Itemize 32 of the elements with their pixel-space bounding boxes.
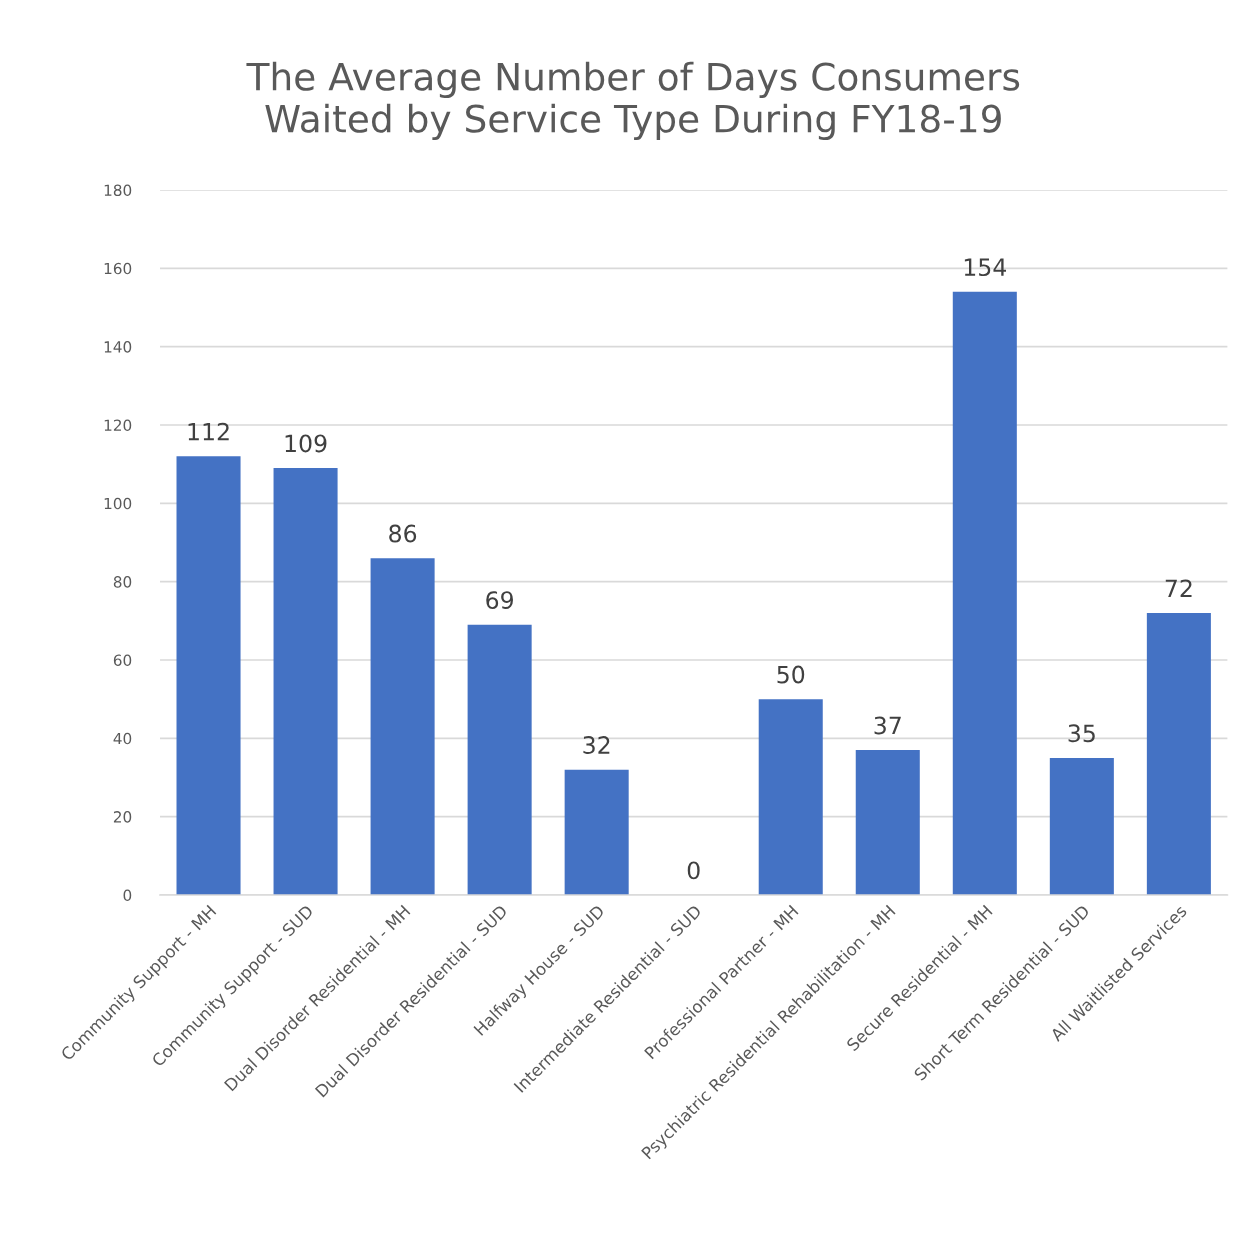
bar — [370, 558, 435, 895]
bar — [952, 291, 1017, 895]
bar — [467, 624, 532, 895]
data-label: 37 — [874, 716, 901, 735]
bar — [176, 456, 241, 895]
y-tick-label: 100 — [104, 497, 132, 510]
bar — [1146, 612, 1211, 895]
bar — [273, 468, 338, 895]
data-label: 69 — [486, 591, 513, 610]
y-tick-label: 40 — [113, 732, 132, 745]
data-label: 86 — [389, 524, 417, 543]
y-tick-label: 0 — [123, 889, 132, 902]
y-tick-label: 160 — [104, 262, 132, 275]
chart-title: The Average Number of Days Consumers Waited by Service Type During FY18-19 — [246, 61, 1020, 141]
data-label: 35 — [1068, 724, 1095, 743]
data-label: 109 — [285, 434, 327, 453]
y-tick-label: 120 — [104, 419, 132, 431]
data-label: 50 — [777, 665, 805, 684]
data-label: 0 — [687, 861, 700, 880]
y-tick-label: 140 — [104, 341, 132, 353]
data-label: 154 — [964, 258, 1007, 277]
bar — [855, 750, 920, 895]
bar — [564, 769, 629, 895]
data-label: 72 — [1165, 579, 1192, 597]
data-label: 32 — [583, 736, 610, 754]
bar — [758, 699, 823, 895]
y-tick-label: 20 — [113, 811, 132, 823]
bar — [1049, 757, 1114, 895]
y-tick-label: 180 — [104, 184, 132, 196]
y-tick-label: 80 — [113, 576, 132, 588]
y-tick-label: 60 — [113, 654, 132, 666]
data-label: 112 — [188, 422, 229, 441]
